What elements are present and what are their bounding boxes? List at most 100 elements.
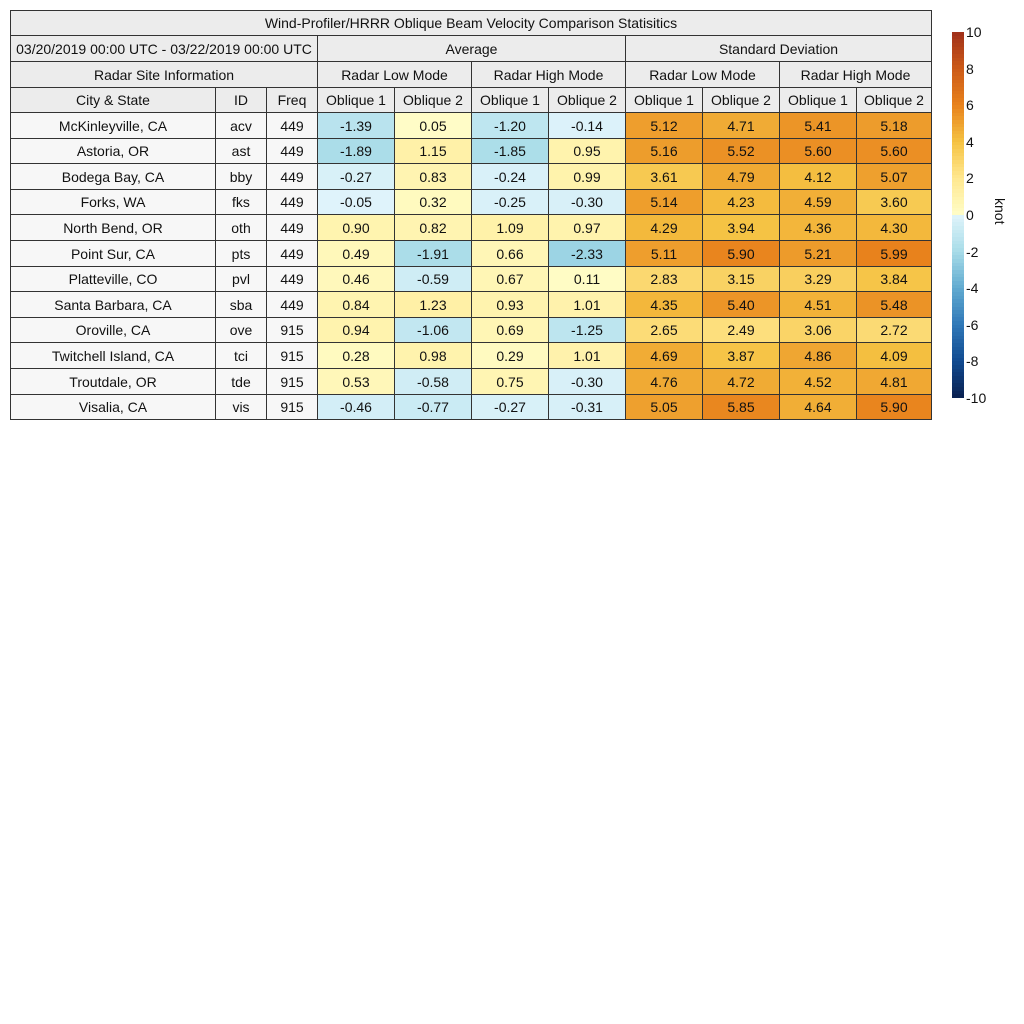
- colorbar-segment: [952, 365, 964, 369]
- row-city: McKinleyville, CA: [10, 112, 216, 139]
- colorbar-segment: [952, 376, 964, 380]
- row-freq: 915: [266, 368, 318, 395]
- colorbar-tick: -4: [966, 280, 979, 297]
- colorbar-segment: [952, 251, 964, 256]
- colorbar-segment: [952, 299, 964, 303]
- heatmap-cell: 5.60: [779, 138, 857, 164]
- colorbar-tick: 6: [966, 97, 974, 114]
- colorbar-segment: [952, 64, 964, 69]
- colorbar-segment: [952, 236, 964, 241]
- heatmap-cell: 0.05: [394, 112, 472, 139]
- heatmap-cell: -1.91: [394, 240, 472, 267]
- heatmap-cell: 0.90: [317, 214, 395, 241]
- colorbar-segment: [952, 284, 964, 289]
- colorbar-segment: [952, 134, 964, 139]
- colorbar-segment: [952, 225, 964, 230]
- heatmap-cell: -0.58: [394, 368, 472, 395]
- colorbar-segment: [952, 112, 964, 117]
- heatmap-cell: 3.29: [779, 266, 857, 292]
- heatmap-cell: 4.29: [625, 214, 703, 241]
- heatmap-cell: 0.82: [394, 214, 472, 241]
- row-freq: 915: [266, 317, 318, 343]
- heatmap-cell: 3.61: [625, 163, 703, 190]
- heatmap-cell: 4.59: [779, 189, 857, 215]
- column-header: City & State: [10, 87, 216, 113]
- colorbar-segment: [952, 277, 964, 282]
- colorbar-segment: [952, 42, 964, 47]
- heatmap-cell: -2.33: [548, 240, 626, 267]
- colorbar-segment: [952, 255, 964, 260]
- mode-header: Radar Low Mode: [625, 61, 780, 88]
- heatmap-cell: -0.25: [471, 189, 549, 215]
- heatmap-cell: 3.60: [856, 189, 932, 215]
- heatmap-cell: 5.85: [702, 394, 780, 420]
- colorbar-segment: [952, 94, 964, 99]
- heatmap-cell: 5.05: [625, 394, 703, 420]
- heatmap-cell: 2.83: [625, 266, 703, 292]
- colorbar-segment: [952, 328, 964, 333]
- colorbar-segment: [952, 127, 964, 131]
- colorbar-segment: [952, 32, 964, 36]
- row-id: sba: [215, 291, 267, 318]
- colorbar-segment: [952, 229, 964, 234]
- colorbar-segment: [952, 149, 964, 153]
- colorbar-label: knot: [992, 198, 1008, 225]
- heatmap-cell: 0.53: [317, 368, 395, 395]
- colorbar-segment: [952, 46, 964, 51]
- heatmap-cell: 4.09: [856, 342, 932, 369]
- colorbar-segment: [952, 141, 964, 146]
- column-header: Oblique 1: [471, 87, 549, 113]
- colorbar-tick: 0: [966, 207, 974, 223]
- colorbar-segment: [952, 200, 964, 205]
- colorbar-segment: [952, 174, 964, 179]
- heatmap-cell: -0.27: [471, 394, 549, 420]
- row-city: Platteville, CO: [10, 266, 216, 292]
- heatmap-cell: 4.76: [625, 368, 703, 395]
- table-title: Wind-Profiler/HRRR Oblique Beam Velocity…: [10, 10, 932, 36]
- colorbar-segment: [952, 306, 964, 311]
- colorbar-segment: [952, 310, 964, 314]
- heatmap-cell: 5.14: [625, 189, 703, 215]
- heatmap-cell: 4.35: [625, 291, 703, 318]
- row-id: fks: [215, 189, 267, 215]
- heatmap-cell: 0.49: [317, 240, 395, 267]
- colorbar-segment: [952, 244, 964, 249]
- heatmap-cell: -1.25: [548, 317, 626, 343]
- row-id: acv: [215, 112, 267, 139]
- row-freq: 915: [266, 394, 318, 420]
- colorbar-segment: [952, 35, 964, 40]
- heatmap-cell: -0.59: [394, 266, 472, 292]
- row-id: pvl: [215, 266, 267, 292]
- heatmap-cell: 4.71: [702, 112, 780, 139]
- row-city: Astoria, OR: [10, 138, 216, 164]
- colorbar-segment: [952, 211, 964, 216]
- heatmap-cell: 5.99: [856, 240, 932, 267]
- row-id: oth: [215, 214, 267, 241]
- heatmap-cell: 0.69: [471, 317, 549, 343]
- colorbar-segment: [952, 343, 964, 347]
- colorbar-segment: [952, 39, 964, 44]
- colorbar-segment: [952, 357, 964, 362]
- heatmap-cell: -1.89: [317, 138, 395, 164]
- colorbar-segment: [952, 387, 964, 391]
- colorbar-segment: [952, 291, 964, 296]
- colorbar-segment: [952, 116, 964, 120]
- colorbar-segment: [952, 354, 964, 358]
- row-freq: 449: [266, 214, 318, 241]
- colorbar-tick: 8: [966, 60, 974, 77]
- heatmap-cell: 4.36: [779, 214, 857, 241]
- heatmap-cell: 0.11: [548, 266, 626, 292]
- colorbar-segment: [952, 53, 964, 58]
- colorbar-segment: [952, 332, 964, 336]
- row-city: North Bend, OR: [10, 214, 216, 241]
- colorbar-segment: [952, 313, 964, 318]
- heatmap-cell: 0.94: [317, 317, 395, 343]
- colorbar-segment: [952, 97, 964, 102]
- heatmap-cell: 2.65: [625, 317, 703, 343]
- heatmap-cell: 4.72: [702, 368, 780, 395]
- colorbar-segment: [952, 108, 964, 113]
- mode-header: Radar High Mode: [471, 61, 626, 88]
- heatmap-cell: 0.28: [317, 342, 395, 369]
- heatmap-cell: 5.16: [625, 138, 703, 164]
- mode-header: Radar High Mode: [779, 61, 932, 88]
